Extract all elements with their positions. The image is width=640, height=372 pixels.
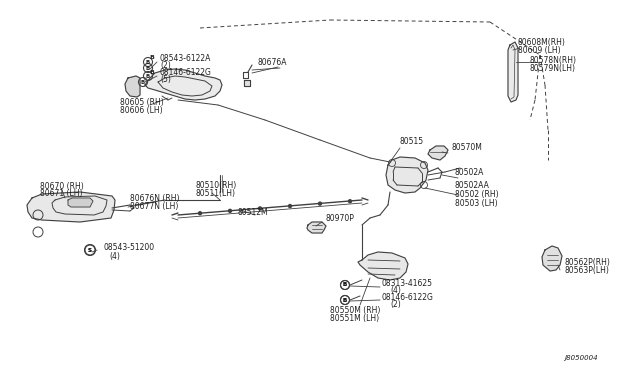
- Text: S: S: [88, 247, 92, 253]
- Text: 80579N(LH): 80579N(LH): [530, 64, 576, 73]
- Text: 80606 (LH): 80606 (LH): [120, 106, 163, 115]
- Polygon shape: [358, 252, 408, 280]
- Text: 80676N (RH): 80676N (RH): [130, 193, 179, 202]
- Polygon shape: [68, 198, 93, 207]
- Text: B: B: [146, 74, 150, 78]
- Text: B: B: [146, 60, 150, 64]
- Text: (2): (2): [160, 61, 171, 70]
- Circle shape: [349, 200, 351, 203]
- Text: 08313-41625: 08313-41625: [382, 279, 433, 288]
- Text: 80578N(RH): 80578N(RH): [530, 55, 577, 64]
- Text: J8050004: J8050004: [564, 355, 598, 361]
- Text: 80511(LH): 80511(LH): [196, 189, 236, 198]
- Polygon shape: [428, 146, 448, 160]
- Polygon shape: [508, 42, 518, 102]
- Circle shape: [289, 205, 291, 208]
- Polygon shape: [542, 246, 562, 271]
- Text: 80670 (RH): 80670 (RH): [40, 182, 84, 190]
- Text: B: B: [343, 282, 347, 288]
- Circle shape: [198, 212, 202, 215]
- Text: 80502 (RH): 80502 (RH): [455, 189, 499, 199]
- Polygon shape: [27, 192, 115, 222]
- Polygon shape: [244, 80, 250, 86]
- Text: 80502A: 80502A: [455, 167, 484, 176]
- Text: 80551M (LH): 80551M (LH): [330, 314, 379, 323]
- Text: 80605 (RH): 80605 (RH): [120, 97, 164, 106]
- Text: (4): (4): [109, 251, 120, 260]
- Text: S: S: [88, 247, 92, 253]
- Polygon shape: [307, 222, 326, 233]
- Polygon shape: [125, 76, 140, 97]
- Text: 80677N (LH): 80677N (LH): [130, 202, 179, 211]
- Text: 80609 (LH): 80609 (LH): [518, 45, 561, 55]
- Text: 80676A: 80676A: [258, 58, 287, 67]
- Text: 80515: 80515: [400, 137, 424, 145]
- Text: (4): (4): [390, 286, 401, 295]
- Text: B: B: [150, 55, 154, 60]
- Text: 80970P: 80970P: [326, 214, 355, 222]
- Circle shape: [228, 209, 232, 212]
- Text: 08543-6122A: 08543-6122A: [160, 54, 211, 62]
- Text: B: B: [343, 298, 347, 302]
- Text: 08543-51200: 08543-51200: [103, 243, 154, 251]
- Text: B: B: [146, 65, 150, 71]
- Text: 08146-6122G: 08146-6122G: [160, 67, 212, 77]
- Text: 80502AA: 80502AA: [455, 180, 490, 189]
- Text: 80671 (LH): 80671 (LH): [40, 189, 83, 198]
- Text: B: B: [141, 80, 145, 84]
- Text: 80608M(RH): 80608M(RH): [518, 38, 566, 46]
- Text: B: B: [343, 282, 347, 288]
- Circle shape: [319, 202, 321, 205]
- Text: 80512M: 80512M: [238, 208, 269, 217]
- Circle shape: [259, 207, 262, 210]
- Text: 80550M (RH): 80550M (RH): [330, 305, 380, 314]
- Text: (2): (2): [390, 301, 401, 310]
- Text: 80510(RH): 80510(RH): [196, 180, 237, 189]
- Text: B: B: [343, 298, 347, 302]
- Text: 08146-6122G: 08146-6122G: [382, 292, 434, 301]
- Text: (5): (5): [160, 74, 171, 83]
- Text: B: B: [150, 70, 154, 74]
- Polygon shape: [386, 157, 428, 193]
- Text: 80563P(LH): 80563P(LH): [565, 266, 610, 275]
- Text: 80562P(RH): 80562P(RH): [565, 257, 611, 266]
- Text: 80570M: 80570M: [452, 142, 483, 151]
- Polygon shape: [145, 69, 222, 100]
- Text: 80503 (LH): 80503 (LH): [455, 199, 498, 208]
